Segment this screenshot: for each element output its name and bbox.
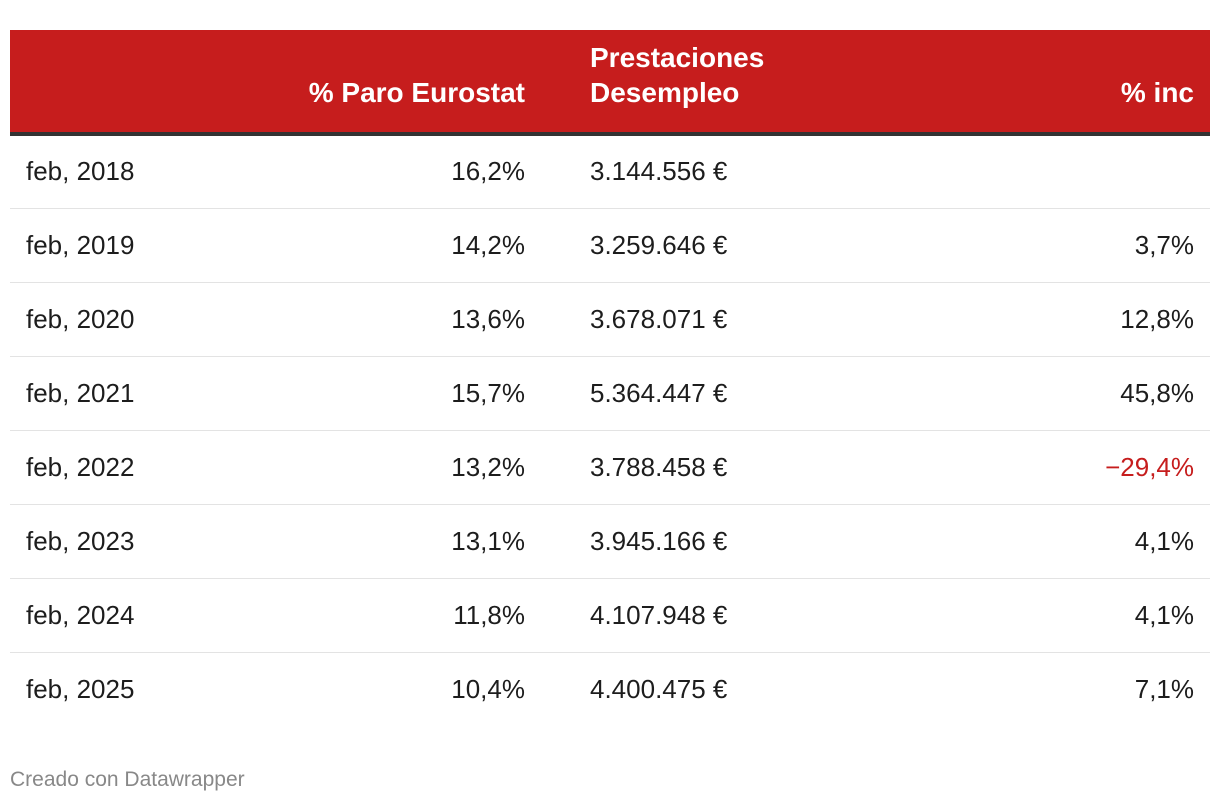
cell-fecha: feb, 2024 — [10, 578, 240, 653]
table-row: feb, 2021 15,7% 5.364.447 €45,8% — [10, 356, 1210, 431]
cell-fecha: feb, 2021 — [10, 356, 240, 431]
header-inc[interactable]: % inc — [870, 30, 1210, 136]
header-paro-eurostat[interactable]: % Paro Eurostat — [240, 30, 525, 136]
header-prestaciones-line1: Prestaciones — [590, 42, 765, 73]
cell-inc: 4,1% — [870, 578, 1210, 653]
cell-inc: 45,8% — [870, 356, 1210, 431]
header-prestaciones-desempleo[interactable]: Prestaciones Desempleo — [525, 30, 870, 136]
header-prestaciones-line2: Desempleo — [590, 77, 740, 108]
cell-prestaciones: 3.144.556 € — [525, 134, 870, 209]
table-body: feb, 2018 16,2% 3.144.556 € feb, 2019 14,2% 3… — [10, 134, 1210, 726]
cell-prestaciones: 5.364.447 € — [525, 356, 870, 431]
table-row: feb, 2025 10,4% 4.400.475 € 7,1% — [10, 652, 1210, 726]
cell-paro: 13,1% — [240, 504, 525, 579]
cell-inc — [870, 134, 1210, 209]
data-table-container: % Paro Eurostat Prestaciones Desempleo % … — [10, 30, 1210, 726]
header-fecha[interactable] — [10, 30, 240, 136]
cell-prestaciones: 4.107.948 € — [525, 578, 870, 653]
cell-prestaciones: 3.945.166 € — [525, 504, 870, 579]
table-row: feb, 2023 13,1% 3.945.166 €4,1% — [10, 504, 1210, 579]
cell-paro: 14,2% — [240, 208, 525, 283]
cell-paro: 11,8% — [240, 578, 525, 653]
cell-fecha: feb, 2025 — [26, 673, 135, 704]
cell-fecha: feb, 2023 — [10, 504, 240, 579]
cell-inc: 12,8% — [870, 282, 1210, 357]
cell-paro: 10,4% — [451, 673, 525, 704]
footer-credit: Creado con Datawrapper — [10, 768, 245, 791]
table-row: feb, 2020 13,6% 3.678.071 €12,8% — [10, 282, 1210, 357]
table-row: feb, 2022 13,2% 3.788.458 € −29,4% — [10, 430, 1210, 505]
cell-prestaciones: 4.400.475 € — [590, 673, 728, 704]
cell-paro: 13,6% — [240, 282, 525, 357]
cell-fecha: feb, 2018 — [10, 134, 240, 209]
data-table: % Paro Eurostat Prestaciones Desempleo % … — [10, 30, 1210, 726]
cell-paro: 16,2% — [240, 134, 525, 209]
cell-inc: 3,7% — [870, 208, 1210, 283]
cell-paro: 13,2% — [240, 430, 525, 505]
cell-paro: 15,7% — [240, 356, 525, 431]
table-row: feb, 2019 14,2% 3.259.646 €3,7% — [10, 208, 1210, 283]
table-row: feb, 2018 16,2% 3.144.556 € — [10, 134, 1210, 209]
cell-fecha: feb, 2022 — [10, 430, 240, 505]
cell-inc: −29,4% — [870, 430, 1210, 505]
cell-inc: 7,1% — [1134, 673, 1194, 704]
cell-fecha: feb, 2019 — [10, 208, 240, 283]
cell-prestaciones: 3.259.646 € — [525, 208, 870, 283]
cell-fecha: feb, 2020 — [10, 282, 240, 357]
cell-prestaciones: 3.788.458 € — [525, 430, 870, 505]
table-row: feb, 2024 11,8% 4.107.948 €4,1% — [10, 578, 1210, 653]
cell-inc: 4,1% — [870, 504, 1210, 579]
cell-prestaciones: 3.678.071 € — [525, 282, 870, 357]
table-header-row: % Paro Eurostat Prestaciones Desempleo % … — [10, 30, 1210, 136]
